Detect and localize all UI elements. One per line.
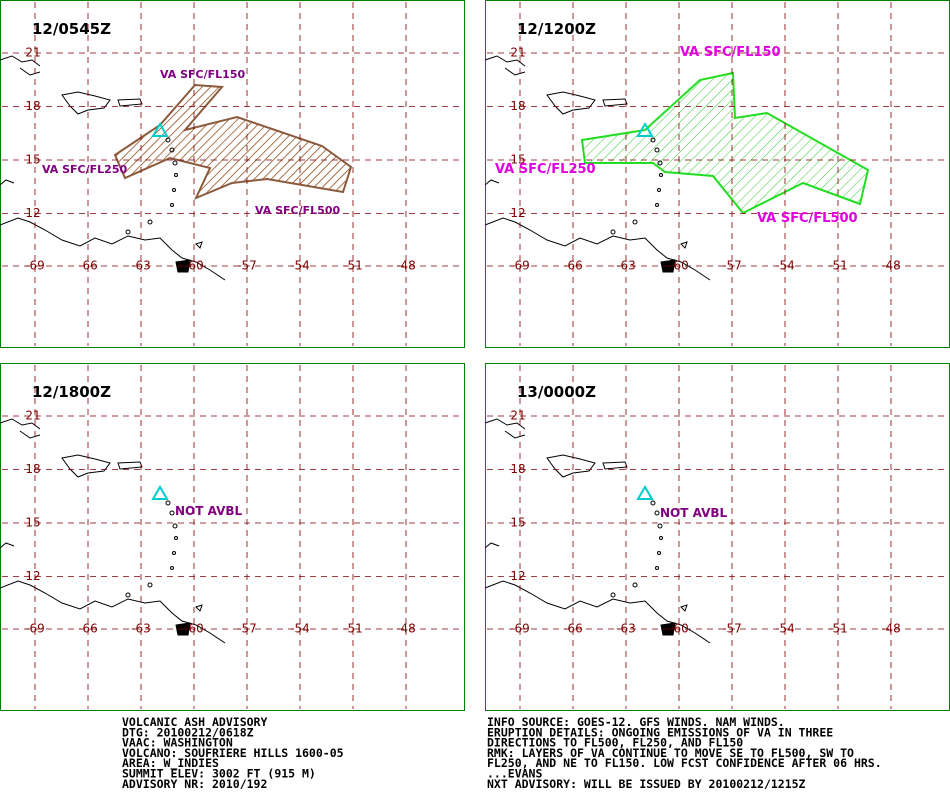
advisory-line: VOLCANO: SOUFRIERE HILLS 1600-05 — [122, 746, 344, 760]
volcano-marker — [151, 485, 169, 500]
lat-label: 15 — [510, 153, 525, 167]
ash-cloud — [580, 71, 870, 215]
layer-label: VA SFC/FL150 — [680, 45, 781, 60]
lat-label: 12 — [510, 206, 525, 220]
map-panel: 21 18 15 12 -69 -66 -63 -60 -57 -54 -51 -48 12/1200Z… — [484, 0, 950, 348]
panel-frame — [485, 363, 950, 711]
lon-label: -63 — [616, 622, 636, 636]
advisory-line: DTG: 20100212/0618Z — [122, 725, 254, 739]
lat-label: 15 — [25, 153, 40, 167]
lon-label: -48 — [396, 259, 416, 273]
layer-label: NOT AVBL — [660, 506, 728, 520]
advisory-line: FL250, AND NE TO FL150. LOW FCST CONFIDE… — [487, 756, 882, 770]
panel-title: 13/0000Z — [517, 383, 596, 401]
panel-title: 12/0545Z — [32, 20, 111, 38]
lon-label: -66 — [563, 622, 583, 636]
lon-label: -57 — [237, 622, 257, 636]
map-panel: 21 18 15 12 -69 -66 -63 -60 -57 -54 -51 -48 12/1800Z… — [0, 363, 465, 711]
advisory-line: VOLCANIC ASH ADVISORY — [122, 715, 267, 729]
lat-label: 15 — [510, 516, 525, 530]
lon-label: -54 — [775, 622, 795, 636]
lat-label: 21 — [510, 46, 525, 60]
layer-label: VA SFC/FL250 — [495, 162, 596, 177]
lon-label: -66 — [78, 622, 98, 636]
lat-label: 18 — [510, 462, 525, 476]
lon-label: -51 — [828, 622, 848, 636]
lon-label: -66 — [563, 259, 583, 273]
advisory-line: ERUPTION DETAILS: ONGOING EMISSIONS OF V… — [487, 725, 833, 739]
lon-label: -63 — [131, 259, 151, 273]
lon-label: -69 — [25, 622, 45, 636]
lat-label: 12 — [25, 206, 40, 220]
lat-label: 18 — [510, 99, 525, 113]
lon-label: -66 — [78, 259, 98, 273]
panels: 21 18 15 12 -69 -66 -63 -60 -57 -54 -51 -48 12/0545Z… — [0, 0, 950, 711]
lon-label: -48 — [881, 259, 901, 273]
advisory-line: SUMMIT ELEV: 3002 FT (915 M) — [122, 767, 316, 781]
lon-label: -69 — [510, 259, 530, 273]
lon-label: -54 — [290, 622, 310, 636]
lon-label: -60 — [184, 259, 204, 273]
lon-label: -57 — [237, 259, 257, 273]
lat-label: 21 — [510, 409, 525, 423]
lat-label: 21 — [25, 409, 40, 423]
lon-label: -51 — [343, 259, 363, 273]
advisory-line: DIRECTIONS TO FL500, FL250, AND FL150 — [487, 736, 743, 750]
layer-label: VA SFC/FL250 — [42, 163, 127, 176]
advisory-line: AREA: W_INDIES — [122, 756, 219, 771]
lon-label: -54 — [290, 259, 310, 273]
lon-label: -63 — [616, 259, 636, 273]
map-panel: 21 18 15 12 -69 -66 -63 -60 -57 -54 -51 -48 13/0000Z… — [484, 363, 950, 711]
layer-label: VA SFC/FL500 — [255, 204, 340, 217]
advisory-line: VAAC: WASHINGTON — [122, 736, 233, 750]
lon-label: -48 — [881, 622, 901, 636]
lon-label: -54 — [775, 259, 795, 273]
ash-cloud — [113, 83, 353, 200]
lat-label: 18 — [25, 462, 40, 476]
lon-label: -48 — [396, 622, 416, 636]
lat-label: 15 — [25, 516, 40, 530]
lon-label: -60 — [669, 622, 689, 636]
lon-label: -60 — [184, 622, 204, 636]
panel-title: 12/1200Z — [517, 20, 596, 38]
lon-label: -63 — [131, 622, 151, 636]
lon-label: -60 — [669, 259, 689, 273]
lat-label: 21 — [25, 46, 40, 60]
lon-label: -51 — [828, 259, 848, 273]
layer-label: NOT AVBL — [175, 504, 243, 518]
lon-label: -57 — [722, 622, 742, 636]
volcano-marker — [151, 122, 169, 137]
advisory-line: ...EVANS — [487, 767, 542, 781]
advisory-line: INFO SOURCE: GOES-12. GFS WINDS. NAM WIN… — [487, 715, 785, 729]
map-panel: 21 18 15 12 -69 -66 -63 -60 -57 -54 -51 -48 12/0545Z… — [0, 0, 465, 348]
lat-label: 12 — [510, 569, 525, 583]
panel-frame — [0, 363, 465, 711]
volcano-marker — [636, 485, 654, 500]
lat-label: 18 — [25, 99, 40, 113]
layer-label: VA SFC/FL150 — [160, 68, 245, 81]
advisory-line: RMK: LAYERS OF VA CONTINUE TO MOVE SE TO… — [487, 746, 854, 760]
layer-label: VA SFC/FL500 — [757, 211, 858, 226]
lon-label: -51 — [343, 622, 363, 636]
volcano-marker — [636, 122, 654, 137]
lon-label: -69 — [510, 622, 530, 636]
lon-label: -69 — [25, 259, 45, 273]
lat-label: 12 — [25, 569, 40, 583]
lon-label: -57 — [722, 259, 742, 273]
advisory-line: ADVISORY NR: 2010/192 — [122, 777, 267, 791]
advisory-line: NXT ADVISORY: WILL BE ISSUED BY 20100212… — [487, 777, 806, 791]
panel-title: 12/1800Z — [32, 383, 111, 401]
